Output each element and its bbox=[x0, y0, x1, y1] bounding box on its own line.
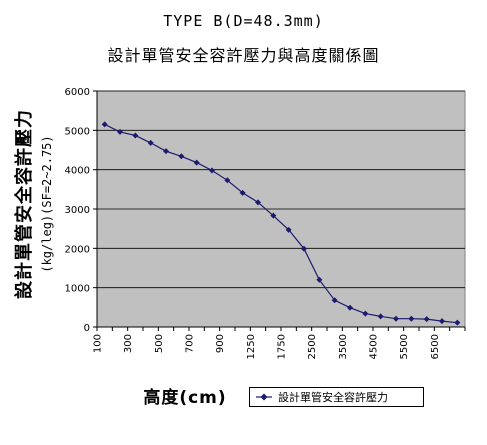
data-point bbox=[439, 318, 445, 325]
data-point bbox=[362, 310, 369, 317]
data-point bbox=[454, 319, 461, 326]
data-point bbox=[163, 148, 169, 155]
data-point bbox=[347, 304, 353, 311]
y-tick-label: 6000 bbox=[65, 87, 90, 98]
data-point bbox=[301, 245, 307, 252]
x-tick-label: 4500 bbox=[369, 334, 380, 359]
data-point bbox=[101, 121, 108, 128]
x-tick-label: 900 bbox=[215, 334, 226, 353]
data-point bbox=[408, 315, 415, 322]
x-tick-label: 5500 bbox=[399, 334, 410, 359]
data-point bbox=[224, 177, 231, 184]
data-point bbox=[193, 159, 200, 166]
data-point bbox=[316, 276, 323, 283]
data-point bbox=[377, 313, 384, 320]
data-point bbox=[255, 199, 261, 206]
data-point bbox=[270, 212, 277, 219]
y-tick-label: 0 bbox=[84, 323, 90, 334]
x-tick-label: 3500 bbox=[338, 334, 349, 359]
data-point bbox=[117, 128, 123, 135]
data-point bbox=[239, 189, 246, 196]
x-tick-label: 6500 bbox=[430, 334, 441, 359]
x-tick-label: 300 bbox=[123, 334, 134, 353]
legend-label: 設計單管安全容許壓力 bbox=[278, 391, 388, 404]
y-tick-label: 2000 bbox=[65, 244, 90, 255]
data-point bbox=[209, 167, 215, 174]
y-tick-label: 3000 bbox=[65, 205, 90, 216]
x-tick-label: 1750 bbox=[277, 334, 288, 359]
x-tick-label: 2500 bbox=[307, 334, 318, 359]
y-tick-label: 5000 bbox=[65, 126, 90, 137]
chart-title: TYPE B(D=48.3mm) bbox=[163, 12, 324, 30]
y-tick-label: 4000 bbox=[65, 166, 90, 177]
x-axis-label: 高度(cm) bbox=[143, 388, 227, 408]
data-point bbox=[423, 316, 430, 323]
chart-subtitle: 設計單管安全容許壓力與高度關係圖 bbox=[107, 46, 380, 65]
y-tick-label: 1000 bbox=[65, 284, 90, 295]
legend-marker-icon bbox=[256, 393, 272, 401]
data-point bbox=[178, 153, 185, 160]
data-point bbox=[331, 297, 338, 304]
x-tick-label: 100 bbox=[93, 334, 104, 353]
x-tick-label: 500 bbox=[154, 334, 165, 353]
x-tick-label: 1250 bbox=[246, 334, 257, 359]
data-point bbox=[132, 132, 139, 139]
legend: 設計單管安全容許壓力 bbox=[249, 387, 424, 407]
data-point bbox=[393, 315, 399, 322]
data-point bbox=[147, 139, 154, 146]
x-tick-label: 700 bbox=[185, 334, 196, 353]
data-point bbox=[285, 226, 292, 233]
